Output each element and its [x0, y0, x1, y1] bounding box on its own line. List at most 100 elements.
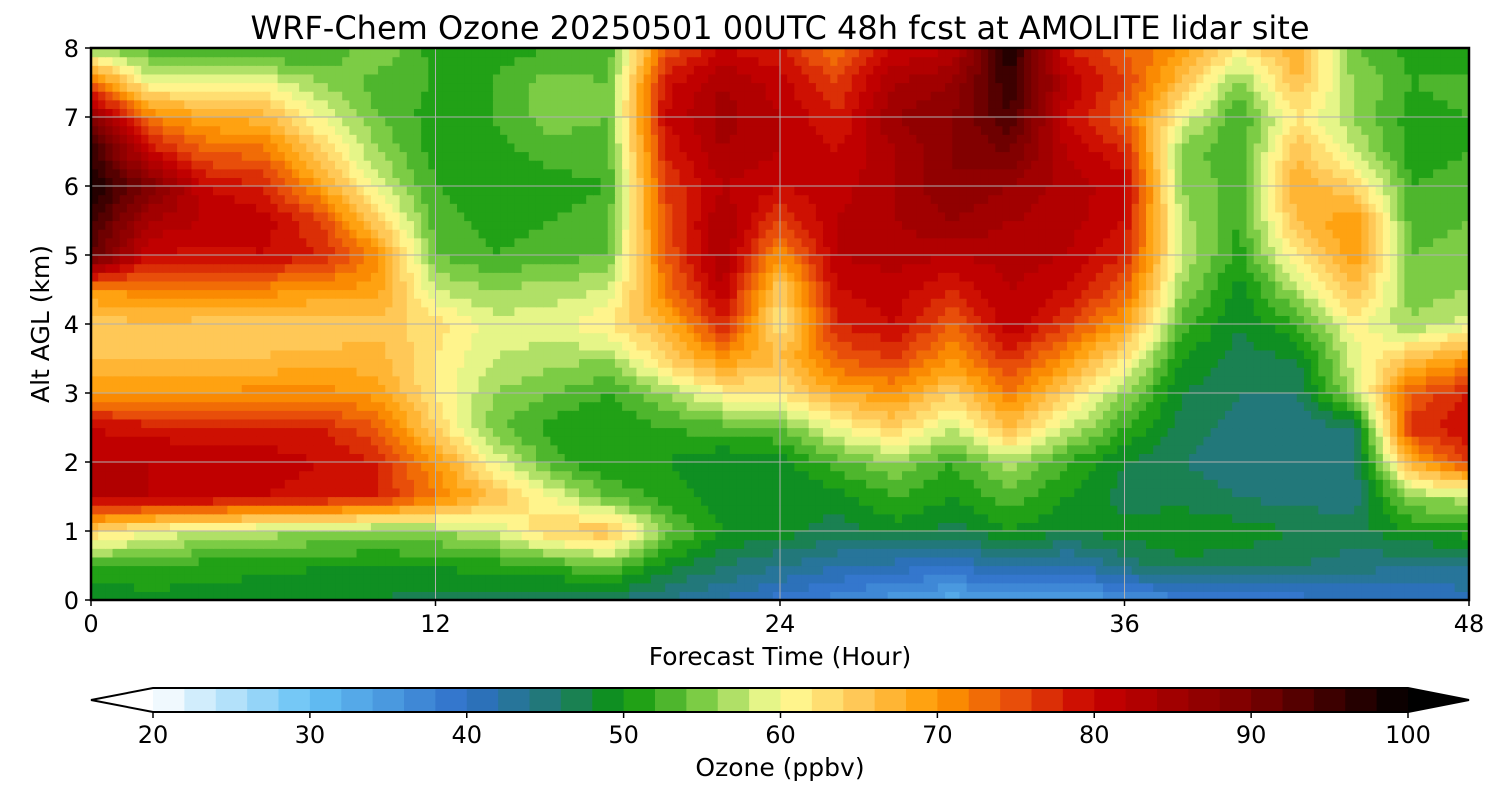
heatmap-cell: [155, 462, 164, 472]
heatmap-cell: [428, 574, 437, 584]
heatmap-cell: [564, 505, 573, 515]
heatmap-cell: [722, 531, 731, 541]
heatmap-cell: [1425, 453, 1434, 463]
heatmap-cell: [787, 393, 795, 403]
heatmap-cell: [313, 384, 322, 394]
heatmap-cell: [213, 418, 221, 429]
heatmap-cell: [1361, 427, 1370, 437]
heatmap-cell: [134, 539, 142, 549]
heatmap-cell: [686, 591, 695, 600]
heatmap-cell: [392, 496, 401, 506]
heatmap-cell: [464, 375, 472, 385]
heatmap-cell: [464, 539, 472, 549]
heatmap-cell: [442, 470, 451, 480]
heatmap-cell: [335, 548, 343, 558]
heatmap-cell: [521, 539, 530, 549]
heatmap-cell: [126, 436, 135, 446]
heatmap-cell: [815, 462, 824, 472]
heatmap-cell: [622, 531, 630, 541]
heatmap-cell: [579, 496, 587, 506]
heatmap-cell: [1390, 539, 1398, 549]
heatmap-cell: [234, 453, 243, 463]
heatmap-cell: [945, 548, 953, 558]
heatmap-cell: [399, 539, 408, 549]
heatmap-cell: [751, 375, 760, 385]
heatmap-cell: [701, 539, 709, 549]
heatmap-cell: [177, 574, 185, 584]
heatmap-cell: [1110, 522, 1118, 532]
heatmap-cell: [514, 548, 523, 558]
heatmap-cell: [579, 591, 587, 600]
heatmap-cell: [248, 436, 257, 446]
heatmap-cell: [342, 436, 350, 446]
heatmap-cell: [392, 487, 401, 498]
heatmap-cell: [406, 505, 415, 515]
heatmap-cell: [1447, 462, 1456, 472]
heatmap-cell: [995, 393, 1004, 403]
heatmap-cell: [1138, 436, 1147, 446]
heatmap-cell: [227, 384, 236, 394]
heatmap-cell: [98, 453, 106, 463]
heatmap-cell: [543, 444, 551, 454]
heatmap-cell: [995, 401, 1004, 411]
heatmap-cell: [1382, 453, 1391, 463]
heatmap-cell: [1224, 496, 1233, 506]
heatmap-cell: [894, 582, 903, 592]
heatmap-cell: [1361, 375, 1370, 385]
heatmap-cell: [1447, 565, 1456, 575]
heatmap-cell: [1210, 531, 1219, 541]
heatmap-cell: [327, 418, 336, 429]
heatmap-cell: [686, 487, 695, 498]
heatmap-cell: [830, 384, 839, 394]
heatmap-cell: [428, 462, 437, 472]
heatmap-cell: [220, 513, 228, 523]
heatmap-cell: [1375, 582, 1384, 592]
heatmap-cell: [1425, 427, 1434, 437]
heatmap-cell: [657, 513, 666, 523]
heatmap-cell: [1189, 539, 1197, 549]
heatmap-cell: [1425, 384, 1434, 394]
heatmap-cell: [636, 418, 645, 429]
heatmap-cell: [1016, 565, 1025, 575]
heatmap-cell: [370, 539, 379, 549]
heatmap-cell: [959, 539, 968, 549]
heatmap-cell: [564, 375, 573, 385]
heatmap-cell: [306, 401, 315, 411]
heatmap-cell: [679, 591, 688, 600]
heatmap-cell: [413, 479, 422, 489]
heatmap-cell: [780, 513, 788, 523]
heatmap-cell: [277, 531, 286, 541]
heatmap-cell: [184, 582, 193, 592]
heatmap-cell: [263, 479, 272, 489]
heatmap-cell: [1088, 582, 1097, 592]
heatmap-cell: [241, 427, 250, 437]
heatmap-cell: [464, 591, 472, 600]
heatmap-cell: [657, 444, 666, 454]
heatmap-cell: [894, 436, 903, 446]
heatmap-cell: [858, 574, 867, 584]
heatmap-cell: [1268, 418, 1276, 429]
heatmap-cell: [844, 470, 853, 480]
heatmap-cell: [1232, 444, 1240, 454]
heatmap-cell: [657, 531, 666, 541]
heatmap-cell: [327, 539, 336, 549]
heatmap-cell: [679, 487, 688, 498]
heatmap-cell: [801, 479, 810, 489]
heatmap-cell: [1425, 436, 1434, 446]
heatmap-cell: [1232, 556, 1240, 567]
heatmap-cell: [105, 427, 114, 437]
heatmap-cell: [234, 410, 243, 420]
heatmap-cell: [1311, 479, 1319, 489]
heatmap-cell: [952, 453, 961, 463]
heatmap-cell: [1038, 556, 1047, 567]
heatmap-cell: [291, 487, 300, 498]
heatmap-cell: [1102, 401, 1111, 411]
heatmap-cell: [1181, 513, 1190, 523]
heatmap-cell: [622, 462, 630, 472]
heatmap-cell: [1232, 375, 1240, 385]
heatmap-cell: [794, 427, 803, 437]
heatmap-cell: [995, 556, 1004, 567]
heatmap-cell: [406, 479, 415, 489]
heatmap-cell: [177, 487, 185, 498]
heatmap-cell: [1440, 531, 1449, 541]
